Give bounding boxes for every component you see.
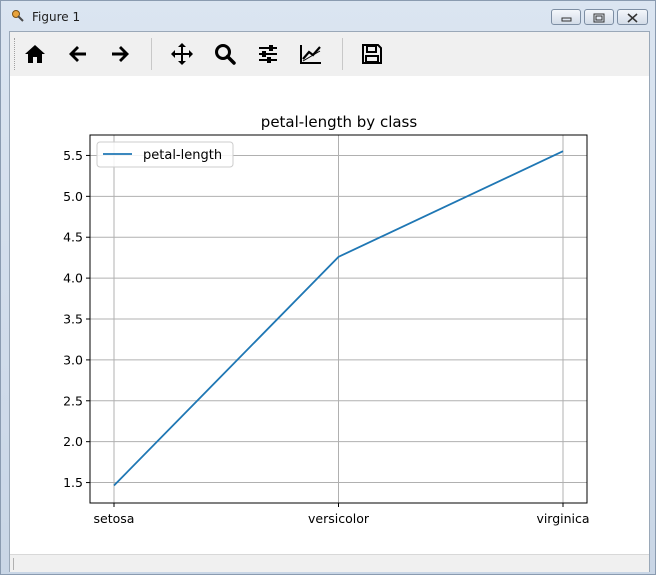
figure-canvas[interactable]: petal-length by class 1.5 2.0 2.5 3.0 3.5 4.0…: [10, 76, 649, 556]
move-icon: [171, 43, 193, 65]
legend: petal-length: [96, 141, 234, 168]
y-tick-label: 5.0: [63, 189, 83, 204]
legend-box: [96, 141, 234, 168]
x-axis: setosa versicolor virginica: [94, 503, 590, 526]
y-tick-label: 3.0: [63, 352, 83, 367]
legend-label: petal-length: [143, 148, 222, 163]
minimize-button[interactable]: [551, 9, 581, 25]
toolbar-grip[interactable]: [14, 38, 18, 70]
y-axis: 1.5 2.0 2.5 3.0 3.5 4.0 4.5 5.0 5.5: [63, 148, 90, 490]
arrow-right-icon: [112, 46, 129, 62]
y-tick-label: 1.5: [63, 475, 83, 490]
series-lines: [113, 150, 564, 487]
figure-client-area: petal-length by class 1.5 2.0 2.5 3.0 3.5 4.0…: [9, 31, 650, 572]
y-tick-label: 2.5: [63, 393, 83, 408]
zoom-button[interactable]: [210, 40, 240, 68]
close-icon: [627, 13, 638, 23]
x-tick-label: versicolor: [308, 511, 370, 526]
save-button[interactable]: [357, 40, 387, 68]
maximize-button[interactable]: [584, 9, 614, 25]
grid-lines: [90, 135, 587, 503]
app-icon: [12, 10, 24, 22]
y-tick-label: 4.0: [63, 271, 83, 286]
forward-button[interactable]: [105, 40, 135, 68]
close-button[interactable]: [617, 9, 648, 25]
floppy-disk-icon: [362, 44, 382, 64]
y-tick-label: 2.0: [63, 434, 83, 449]
x-tick-label: virginica: [536, 511, 589, 526]
line-chart: petal-length by class 1.5 2.0 2.5 3.0 3.5 4.0…: [63, 113, 590, 526]
minimize-icon: [561, 17, 572, 22]
y-tick-label: 5.5: [63, 148, 83, 163]
sliders-icon: [259, 45, 277, 63]
window-title: Figure 1: [32, 10, 81, 24]
chart-title: petal-length by class: [261, 113, 418, 131]
home-button[interactable]: [20, 40, 50, 68]
navigation-toolbar: [10, 32, 649, 76]
status-grip: [13, 558, 14, 570]
status-bar: [10, 554, 649, 572]
toolbar-separator: [342, 38, 343, 70]
toolbar-separator: [151, 38, 152, 70]
line-chart-icon: [300, 45, 321, 64]
home-icon: [25, 45, 45, 63]
pan-button[interactable]: [167, 40, 197, 68]
series-line-petal-length: [113, 150, 564, 487]
restore-icon: [593, 13, 605, 23]
configure-subplots-button[interactable]: [253, 40, 283, 68]
y-tick-label: 4.5: [63, 230, 83, 245]
magnifier-icon: [215, 44, 236, 65]
edit-axis-button[interactable]: [296, 40, 326, 68]
arrow-left-icon: [69, 46, 86, 62]
title-bar[interactable]: Figure 1: [1, 1, 655, 31]
back-button[interactable]: [63, 40, 93, 68]
y-tick-label: 3.5: [63, 312, 83, 327]
x-tick-label: setosa: [94, 511, 135, 526]
